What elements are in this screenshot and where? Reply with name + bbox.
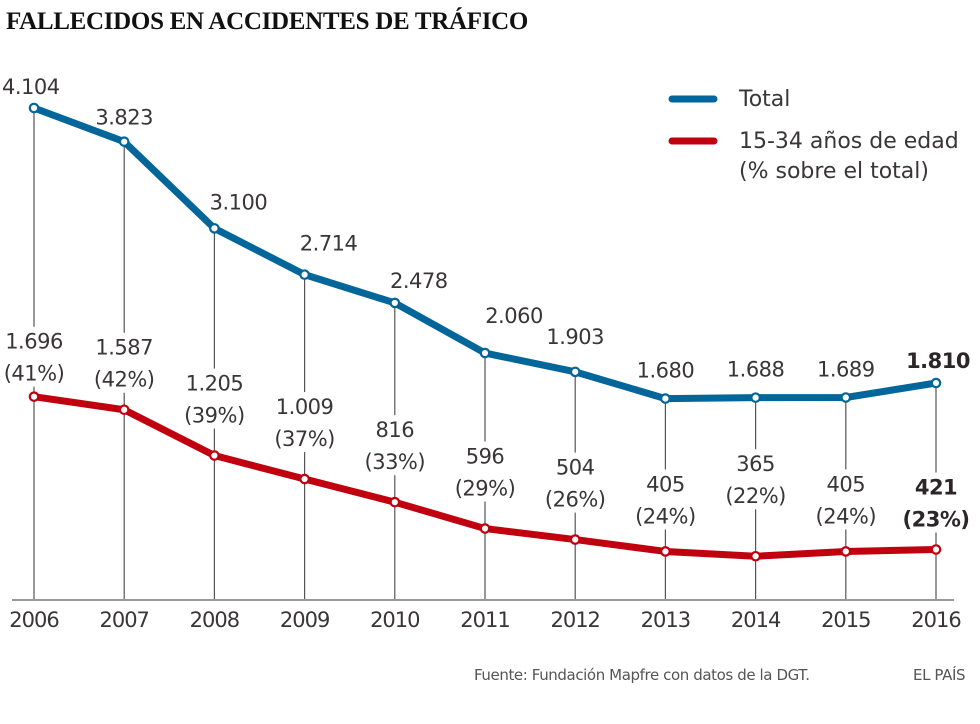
data-point-youth	[389, 496, 401, 508]
data-label-youth-percent: (22%)	[725, 484, 786, 508]
data-point-youth	[569, 534, 581, 545]
legend: Total 15-34 años de edad (% sobre el tot…	[668, 87, 959, 184]
data-label-youth: 1.696	[5, 330, 63, 354]
data-label-youth: 405	[646, 472, 685, 496]
data-label-youth-percent: (24%)	[635, 504, 696, 528]
data-label-youth: 1.587	[95, 336, 153, 360]
label-knockout	[902, 472, 970, 533]
data-point-total	[569, 366, 581, 378]
data-point-youth	[28, 391, 40, 402]
x-tick-label: 2010	[370, 608, 419, 632]
source-note: Fuente: Fundación Mapfre con datos de la…	[474, 666, 810, 684]
data-label-youth: 421	[915, 476, 957, 500]
data-label-total: 2.714	[300, 232, 358, 256]
data-label-youth-percent: (41%)	[4, 362, 65, 386]
data-label-youth-percent: (39%)	[184, 404, 245, 428]
data-label-total: 1.680	[637, 359, 695, 383]
data-label-youth-percent: (42%)	[94, 368, 155, 392]
data-point-youth	[299, 473, 310, 485]
data-label-total: 2.060	[485, 304, 543, 328]
x-tick-label: 2015	[821, 608, 870, 632]
data-label-youth: 816	[376, 418, 415, 442]
label-knockout	[631, 469, 700, 530]
data-label-youth: 504	[556, 456, 595, 480]
data-label-youth: 1.009	[276, 395, 334, 419]
data-label-total: 1.810	[906, 349, 970, 373]
data-label-youth-percent: (37%)	[274, 427, 335, 451]
label-knockout	[451, 441, 519, 502]
data-point-total	[840, 392, 852, 403]
data-point-youth	[209, 450, 220, 461]
x-tick-label: 2007	[99, 608, 148, 632]
data-points	[28, 102, 942, 562]
x-tick-label: 2012	[550, 608, 599, 632]
label-knockout	[360, 415, 429, 476]
data-point-total	[389, 297, 401, 309]
label-knockout	[270, 392, 339, 453]
x-tick-label: 2013	[641, 608, 690, 632]
chart-title: FALLECIDOS EN ACCIDENTES DE TRÁFICO	[6, 8, 529, 35]
x-tick-label: 2014	[731, 608, 781, 632]
data-label-total: 2.478	[390, 269, 448, 293]
data-point-total	[28, 102, 40, 114]
legend-label-youth-line1: 15-34 años de edad	[739, 129, 959, 154]
label-knockout	[721, 449, 790, 510]
data-point-youth	[118, 404, 130, 416]
data-point-total	[299, 269, 310, 280]
data-point-total	[479, 347, 491, 359]
label-knockout	[811, 469, 880, 530]
data-label-total: 3.823	[95, 106, 153, 130]
data-label-youth-percent: (33%)	[365, 450, 426, 474]
data-label-youth-percent: (24%)	[816, 504, 877, 528]
label-knockout	[180, 368, 249, 429]
data-point-total	[750, 392, 761, 403]
data-label-youth: 1.205	[186, 372, 244, 396]
x-tick-label: 2016	[911, 608, 961, 632]
data-label-total: 1.903	[546, 325, 604, 349]
data-label-total: 1.689	[817, 358, 875, 382]
data-point-total	[209, 223, 220, 234]
data-point-total	[930, 377, 942, 389]
x-tick-label: 2006	[9, 608, 59, 632]
data-label-total: 1.688	[727, 358, 785, 382]
legend-label-total: Total	[738, 87, 790, 112]
data-point-youth	[750, 550, 761, 562]
data-label-youth-percent: (26%)	[545, 488, 606, 512]
x-tick-label: 2011	[460, 608, 509, 632]
data-label-youth: 596	[466, 445, 505, 469]
x-tick-label: 2009	[280, 608, 329, 632]
x-tick-label: 2008	[190, 608, 239, 632]
data-point-youth	[840, 546, 852, 557]
data-point-total	[118, 136, 130, 147]
data-point-youth	[930, 544, 942, 555]
data-point-total	[660, 393, 671, 404]
legend-label-youth-line2: (% sobre el total)	[739, 159, 929, 184]
publisher-brand: EL PAÍS	[913, 666, 966, 684]
data-label-total: 4.104	[2, 75, 60, 99]
data-label-total: 3.100	[210, 190, 268, 214]
data-label-youth: 365	[736, 452, 775, 476]
data-label-youth: 405	[827, 472, 866, 496]
data-label-youth-percent: (23%)	[903, 508, 970, 532]
data-label-youth-percent: (29%)	[455, 477, 516, 501]
label-knockout	[541, 452, 610, 513]
data-point-youth	[660, 546, 671, 557]
label-knockout	[0, 326, 68, 387]
data-point-youth	[479, 523, 491, 534]
label-knockout	[90, 332, 159, 393]
x-axis-ticks: 2006 2007 2008 2009 2010 2011 2012 2013 2014 2015…	[9, 608, 962, 632]
